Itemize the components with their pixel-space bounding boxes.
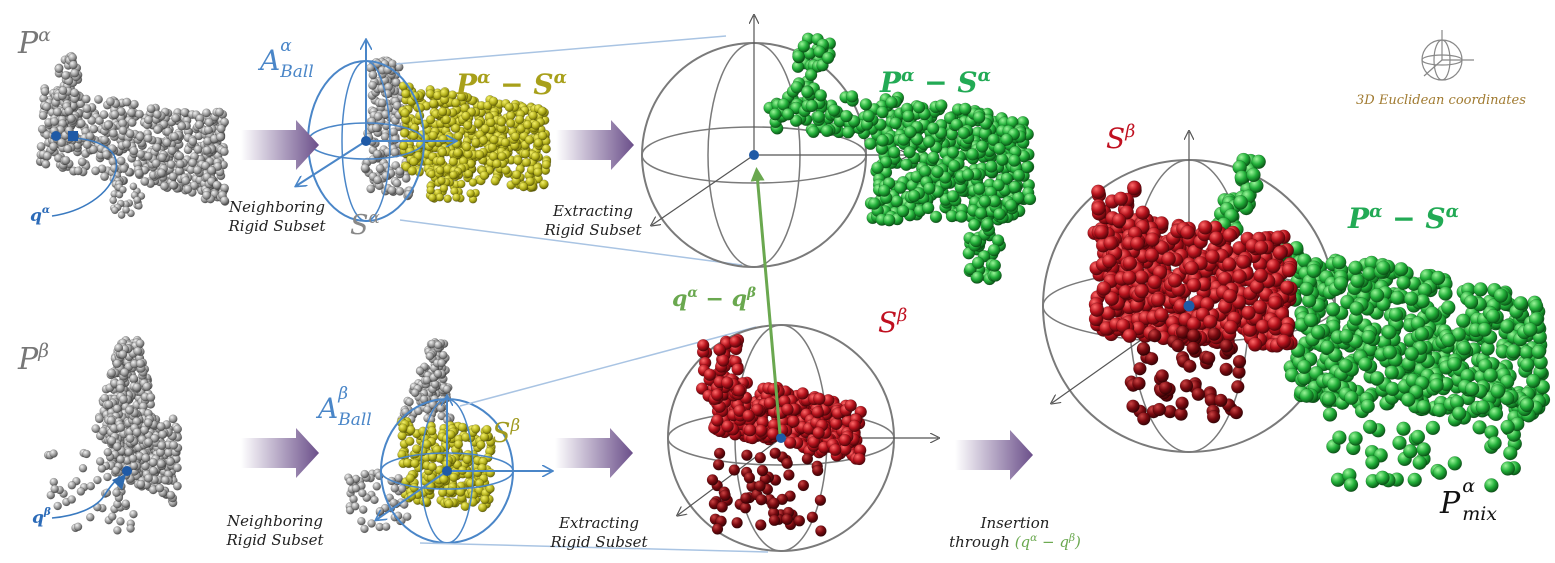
projection-lines-top xyxy=(395,35,743,266)
label-q-alpha: qα xyxy=(30,204,50,226)
point-cloud-p-alpha xyxy=(35,84,226,202)
ball-beta-center xyxy=(442,466,452,476)
label-a-ball-beta: A β Ball xyxy=(318,384,372,430)
point-cloud-beta-gray xyxy=(397,338,455,425)
point-cloud-red-mid-tail xyxy=(706,447,827,537)
point-cloud-p-alpha-tail xyxy=(109,176,146,219)
caption-neighboring-bottom: Neighboring Rigid Subset xyxy=(226,512,324,549)
point-cloud-green-top-spike xyxy=(790,32,837,113)
q-beta-marker xyxy=(112,474,126,490)
point-cloud-red-right-tail xyxy=(1124,325,1247,426)
caption-neighboring-top: Neighboring Rigid Subset xyxy=(228,198,326,235)
label-s-beta-red-right: Sβ xyxy=(1106,122,1136,155)
point-cloud-beta-feet xyxy=(344,468,412,534)
sphere-top-center xyxy=(749,150,759,160)
sphere-right-center xyxy=(1183,300,1195,312)
point-cloud-green-top-leg xyxy=(962,194,1007,286)
label-q-beta: qβ xyxy=(32,506,51,528)
point-cloud-p-alpha-lean xyxy=(47,51,83,154)
point-cloud-olive-tail xyxy=(425,166,480,204)
point-cloud-red-mid-arm xyxy=(695,333,747,406)
3d-axes-sphere-icon xyxy=(1421,30,1474,81)
point-cloud-green-top-arm xyxy=(763,84,875,140)
caption-extracting-top: Extracting Rigid Subset xyxy=(544,202,642,239)
label-p-beta: Pβ xyxy=(18,341,49,377)
q-alpha-pointer xyxy=(51,137,118,217)
point-cloud-red-right-arm xyxy=(1091,180,1150,313)
point-cloud-green-top xyxy=(864,91,1037,227)
label-p-mix: P α mix xyxy=(1440,475,1497,525)
translation-vector xyxy=(750,167,782,435)
label-p-minus-s-olive: Pα − Sα xyxy=(456,68,567,101)
ball-alpha-center xyxy=(361,136,371,146)
ball-alpha xyxy=(296,40,456,222)
label-a-ball-alpha: A α Ball xyxy=(260,36,314,82)
legend-caption: 3D Euclidean coordinates xyxy=(1356,93,1526,108)
label-q-difference: qα − qβ xyxy=(672,285,757,312)
label-s-beta-red-mid: Sβ xyxy=(878,306,908,339)
caption-insertion: Insertion through (qα − qβ) xyxy=(949,514,1081,551)
label-p-minus-s-green-top: Pα − Sα xyxy=(880,66,991,99)
projection-lines-bottom xyxy=(419,326,769,553)
caption-extracting-bottom: Extracting Rigid Subset xyxy=(550,514,648,551)
point-cloud-p-alpha-right xyxy=(200,107,230,206)
label-s-alpha: Sα xyxy=(350,207,380,241)
q-alpha-marker xyxy=(68,131,78,141)
label-p-alpha: Pα xyxy=(18,25,51,61)
ball-beta xyxy=(376,396,552,544)
point-cloud-green-right-tail xyxy=(1315,373,1536,493)
label-p-minus-s-green-right: Pα − Sα xyxy=(1348,202,1459,235)
label-s-beta-olive: Sβ xyxy=(492,415,521,449)
gradient-right-arrow-icon xyxy=(241,120,1033,480)
sphere-bottom-center xyxy=(776,433,786,443)
point-cloud-p-beta-feet xyxy=(43,447,139,535)
